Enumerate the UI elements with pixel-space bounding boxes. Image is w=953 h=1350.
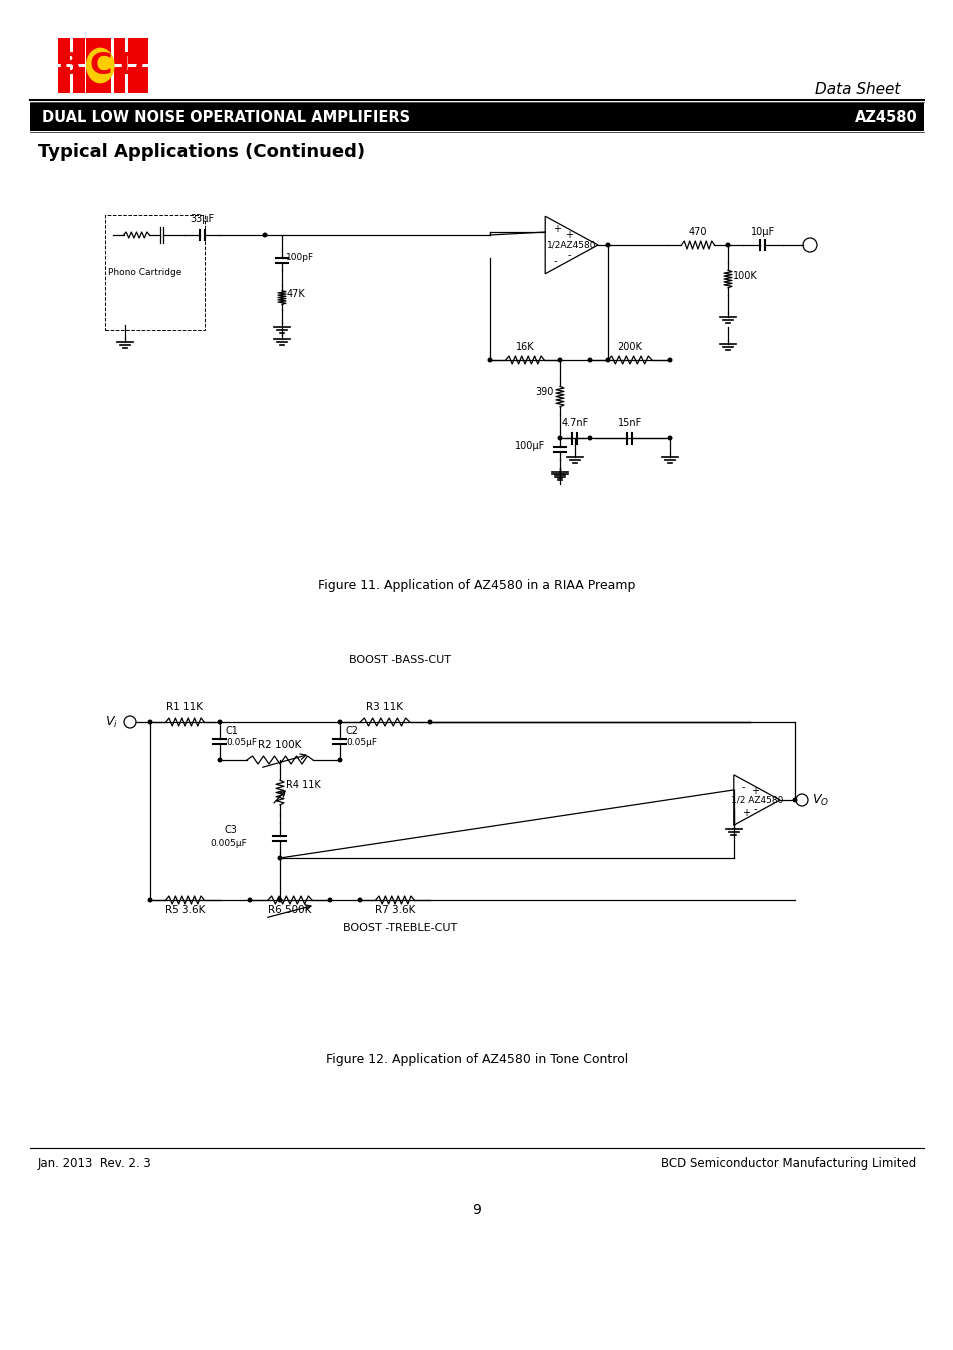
Text: 4.7nF: 4.7nF: [560, 418, 588, 428]
Ellipse shape: [86, 47, 114, 84]
Text: D: D: [118, 51, 143, 80]
Bar: [86, 38, 111, 93]
Circle shape: [327, 898, 333, 903]
Text: DUAL LOW NOISE OPERATIONAL AMPLIFIERS: DUAL LOW NOISE OPERATIONAL AMPLIFIERS: [42, 109, 410, 124]
Bar: [58, 63, 85, 66]
Text: AZ4580: AZ4580: [854, 109, 917, 124]
Text: 0.05μF: 0.05μF: [346, 738, 376, 747]
Text: B: B: [57, 51, 80, 80]
Text: 100pF: 100pF: [286, 252, 314, 262]
Circle shape: [557, 436, 562, 440]
Text: 0.05μF: 0.05μF: [226, 738, 256, 747]
Circle shape: [217, 757, 222, 763]
Text: C1: C1: [226, 726, 238, 736]
Text: 33μF: 33μF: [190, 215, 213, 224]
Bar: [30, 103, 923, 131]
Circle shape: [487, 358, 492, 363]
Text: BOOST -BASS-CUT: BOOST -BASS-CUT: [349, 655, 451, 666]
Bar: [58, 38, 85, 93]
Text: +: +: [553, 224, 560, 234]
Circle shape: [667, 358, 672, 363]
Text: 0.005μF: 0.005μF: [210, 838, 247, 848]
Text: R3 11K: R3 11K: [366, 702, 403, 711]
Circle shape: [587, 436, 592, 440]
Text: Typical Applications (Continued): Typical Applications (Continued): [38, 143, 365, 161]
Circle shape: [587, 358, 592, 363]
Text: R2 100K: R2 100K: [258, 740, 301, 751]
Text: Figure 12. Application of AZ4580 in Tone Control: Figure 12. Application of AZ4580 in Tone…: [326, 1053, 627, 1066]
Circle shape: [557, 358, 562, 363]
Text: 390: 390: [535, 387, 553, 397]
Bar: [113, 63, 148, 66]
Text: +: +: [750, 786, 758, 796]
Text: 47K: 47K: [287, 289, 305, 298]
Text: BCD Semiconductor Manufacturing Limited: BCD Semiconductor Manufacturing Limited: [660, 1157, 915, 1169]
Text: 15nF: 15nF: [618, 418, 641, 428]
Text: R6 500K: R6 500K: [268, 904, 312, 915]
Text: C2: C2: [346, 726, 358, 736]
Text: +: +: [741, 809, 749, 818]
Text: 200K: 200K: [617, 342, 641, 352]
Text: BOOST -TREBLE-CUT: BOOST -TREBLE-CUT: [342, 923, 456, 933]
Text: 9: 9: [472, 1203, 481, 1216]
Text: 100K: 100K: [732, 271, 757, 281]
Bar: [105, 215, 205, 329]
Text: C3: C3: [225, 825, 237, 836]
Text: Jan. 2013  Rev. 2. 3: Jan. 2013 Rev. 2. 3: [38, 1157, 152, 1169]
Text: -: -: [567, 250, 570, 261]
Circle shape: [667, 436, 672, 440]
Circle shape: [148, 720, 152, 725]
Bar: [113, 38, 148, 93]
Text: Phono Cartridge: Phono Cartridge: [108, 269, 181, 277]
Text: V$_i$: V$_i$: [105, 714, 118, 729]
Text: +: +: [564, 230, 573, 240]
Circle shape: [262, 232, 267, 238]
Text: 1/2AZ4580: 1/2AZ4580: [546, 240, 596, 250]
Circle shape: [357, 898, 362, 903]
Text: Data Sheet: Data Sheet: [814, 82, 899, 97]
Circle shape: [605, 243, 610, 247]
Text: R4 11K: R4 11K: [286, 779, 320, 790]
Text: 10μF: 10μF: [750, 227, 774, 238]
Text: C: C: [89, 51, 112, 80]
Circle shape: [217, 720, 222, 725]
Circle shape: [427, 720, 432, 725]
Text: R7 3.6K: R7 3.6K: [375, 904, 415, 915]
Circle shape: [605, 358, 610, 363]
Text: V$_O$: V$_O$: [811, 792, 828, 807]
Text: 1/2 AZ4580: 1/2 AZ4580: [730, 795, 782, 805]
Circle shape: [277, 898, 282, 903]
Text: -: -: [741, 782, 744, 792]
Circle shape: [792, 798, 797, 802]
Circle shape: [337, 757, 342, 763]
Circle shape: [148, 898, 152, 903]
Text: R5 3.6K: R5 3.6K: [165, 904, 205, 915]
Bar: [70, 38, 72, 93]
Bar: [125, 38, 128, 93]
Text: 100μF: 100μF: [515, 441, 545, 451]
Circle shape: [724, 243, 730, 247]
Circle shape: [337, 720, 342, 725]
Text: 16K: 16K: [516, 342, 534, 352]
Text: -: -: [553, 256, 557, 266]
Circle shape: [277, 856, 282, 860]
Text: R1 11K: R1 11K: [167, 702, 203, 711]
Circle shape: [247, 898, 253, 903]
Text: -: -: [752, 803, 756, 814]
Text: 470: 470: [688, 227, 706, 238]
Text: Figure 11. Application of AZ4580 in a RIAA Preamp: Figure 11. Application of AZ4580 in a RI…: [318, 579, 635, 591]
